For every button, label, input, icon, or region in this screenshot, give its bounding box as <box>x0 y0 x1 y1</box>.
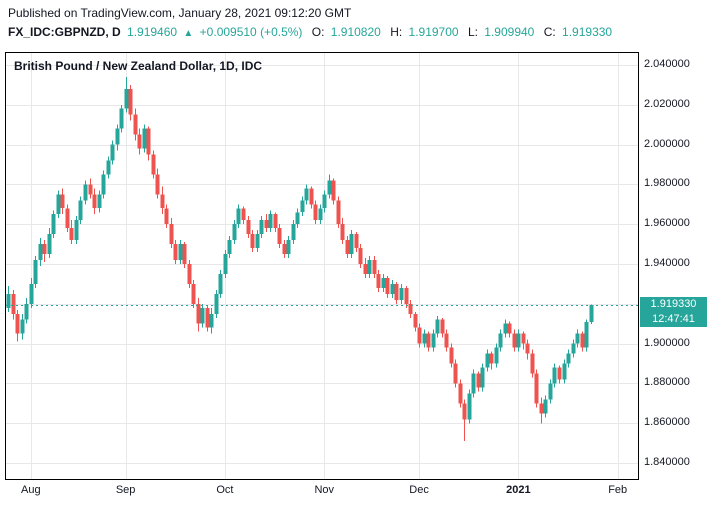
symbol-info-bar: FX_IDC:GBPNZD, D 1.919460 ▲ +0.009510 (+… <box>8 25 615 39</box>
chart-pane: British Pound / New Zealand Dollar, 1D, … <box>5 52 639 480</box>
ohlc-low-label: L: <box>467 25 478 39</box>
price-axis-label: 1.960000 <box>644 217 690 230</box>
up-arrow-icon: ▲ <box>183 28 194 39</box>
chart-title: British Pound / New Zealand Dollar, 1D, … <box>14 59 263 73</box>
price-axis-label: 2.000000 <box>644 137 690 150</box>
time-axis-label: 2021 <box>506 484 531 496</box>
price-axis-label: 1.940000 <box>644 257 690 269</box>
time-axis-label: Sep <box>115 484 136 496</box>
time-axis-label: Aug <box>21 484 41 496</box>
last-price-badge: 1.919330 <box>640 296 707 312</box>
time-axis: Aug Sep Oct Nov Dec 2021 Feb <box>6 484 638 500</box>
price-axis-label: 1.840000 <box>644 456 690 469</box>
time-axis-label: Oct <box>216 484 234 496</box>
price-axis-label: 1.900000 <box>644 336 690 349</box>
published-line: Published on TradingView.com, January 28… <box>8 6 352 20</box>
time-axis-label: Nov <box>314 484 335 496</box>
price-axis-label: 1.880000 <box>644 376 690 389</box>
ohlc-open-value: 1.910820 <box>330 25 381 39</box>
ohlc-high-value: 1.919700 <box>408 25 459 39</box>
symbol-name: FX_IDC:GBPNZD, D <box>8 25 121 39</box>
ohlc-open-label: O: <box>311 25 325 39</box>
time-axis-label: Feb <box>608 484 628 496</box>
countdown-badge: 12:47:41 <box>640 311 707 327</box>
price-axis-label: 2.040000 <box>644 57 690 70</box>
ohlc-close-value: 1.919330 <box>562 25 613 39</box>
price-axis: 2.040000 2.020000 2.000000 1.980000 1.960000… <box>644 52 708 480</box>
ohlc-low-value: 1.909940 <box>484 25 535 39</box>
price-axis-label: 1.860000 <box>644 416 690 429</box>
price-axis-label: 1.980000 <box>644 177 690 190</box>
time-axis-label: Dec <box>409 484 429 496</box>
ohlc-close-label: C: <box>543 25 556 39</box>
ohlc-high-label: H: <box>390 25 403 39</box>
candlestick-chart <box>6 53 638 479</box>
price-change: +0.009510 (+0.5%) <box>199 25 303 39</box>
last-price: 1.919460 <box>127 25 178 39</box>
price-axis-label: 2.020000 <box>644 97 690 110</box>
